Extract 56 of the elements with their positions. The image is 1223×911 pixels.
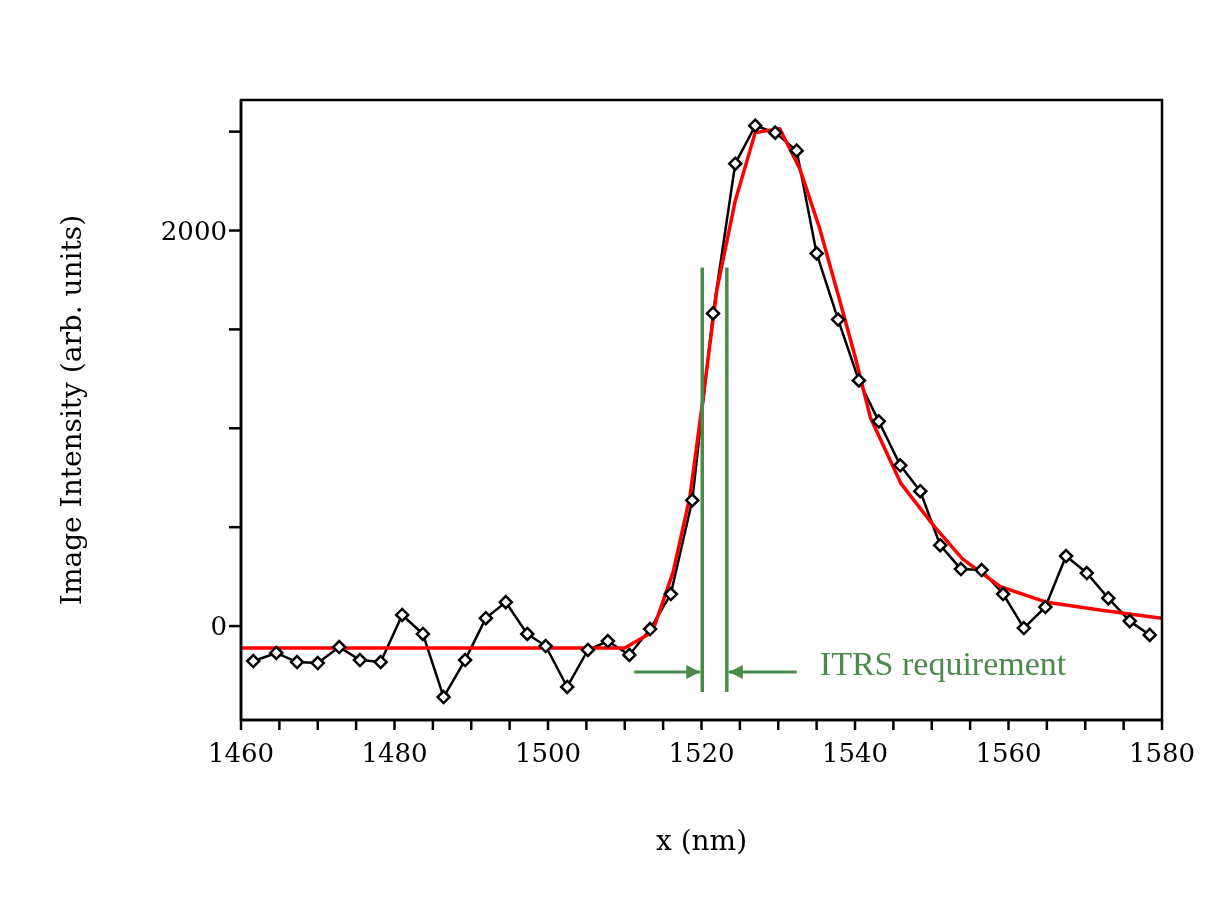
point [995,586,1011,602]
x-tick-label: 1480 [361,738,428,769]
point [685,493,700,508]
point [580,642,596,658]
annotation: ITRS requirement [819,644,1067,682]
point [352,652,368,668]
point [767,125,783,140]
point [809,246,824,261]
point [1038,599,1053,615]
x-tick-label: 1540 [821,738,889,769]
point [622,647,637,663]
x-tick-label: 1580 [1128,738,1196,769]
x-tick-label: 1460 [207,738,275,769]
point [1142,627,1157,643]
point [1101,590,1116,606]
point [394,607,410,623]
y-tick-label: 2000 [160,215,227,246]
point [893,458,908,473]
point [953,561,969,577]
point [1079,565,1095,581]
x-tick-label: 1500 [514,738,582,769]
point [932,537,948,553]
y-tick-label: 0 [210,611,227,642]
point [1016,620,1032,636]
point [538,638,553,654]
point [851,373,867,388]
point [747,118,763,133]
x-tick-label: 1560 [975,738,1042,769]
point [373,654,388,670]
point [830,312,846,327]
point [269,645,284,661]
point [705,306,721,321]
point [415,626,431,642]
x-axis-title: x (nm) [655,824,748,857]
point [457,652,473,668]
point [310,655,325,671]
point [1058,548,1074,564]
point [789,143,804,158]
point [246,653,261,669]
y-axis-title: Image Intensity (arb. units) [54,214,88,606]
x-tick-label: 1520 [668,738,735,769]
point [1122,613,1138,629]
point [912,483,928,499]
point [600,633,616,649]
point [728,156,743,171]
point [520,626,535,642]
point [559,679,575,695]
point [974,562,989,578]
point [871,414,887,429]
point [663,586,679,602]
point [478,610,494,626]
point [289,654,305,670]
point [642,621,658,637]
point [498,594,514,610]
point [436,689,451,705]
point [331,639,347,655]
